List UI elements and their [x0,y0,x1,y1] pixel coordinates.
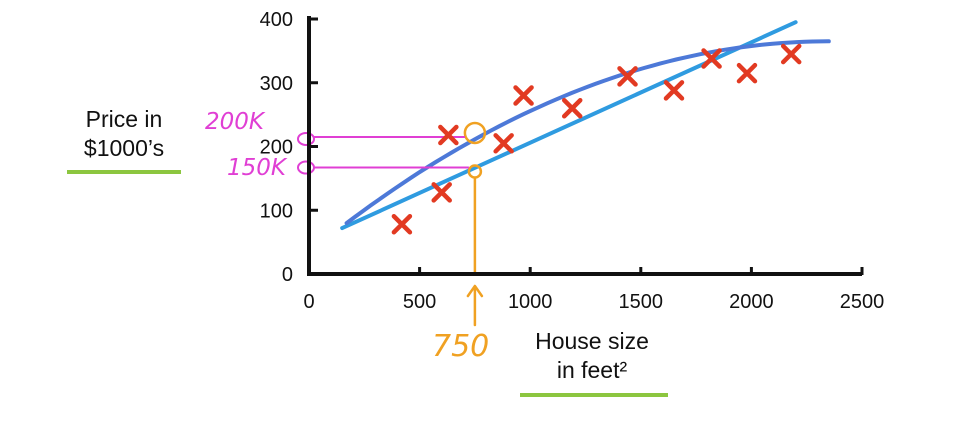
x-tick-label: 2000 [729,291,774,313]
data-point [617,66,638,87]
y-tick-label: 0 [282,264,293,286]
annotation-200k: 200K [205,109,266,135]
x-axis-title-line1: House size [535,328,649,354]
data-point [513,85,534,106]
x-axis-title-line2: in feet² [557,357,628,383]
x-tick-label: 1500 [619,291,664,313]
fit-lines [340,20,831,231]
y-tick-label: 200 [260,137,293,159]
x-tick-label: 0 [303,291,314,313]
annotation-750: 750 [432,329,489,364]
x-tick-label: 2500 [840,291,885,313]
y-axis-title-line2: $1000’s [84,135,164,161]
axis-ticks: 0 500 1000 1500 2000 2500 0 100 200 300 400 [260,9,885,313]
hand-annotations [297,121,487,327]
data-point [493,133,514,154]
data-point [561,98,583,119]
data-point [736,62,758,84]
query-arrow [466,284,484,327]
y-tick-label: 400 [260,9,293,31]
readout-mark-150k [297,160,315,175]
data-point [701,48,722,69]
data-point [391,214,413,235]
y-tick-label: 300 [260,73,293,95]
data-point [438,124,459,146]
y-tick-label: 100 [260,200,293,222]
linear-fit-line [340,20,798,231]
x-tick-label: 1000 [508,291,553,313]
data-points [391,43,802,235]
axes [307,16,862,276]
quadratic-fit-curve [344,39,831,226]
data-point [663,80,685,101]
y-axis-title-line1: Price in [86,106,163,132]
query-circle-quadratic [463,121,487,145]
data-point [431,182,452,203]
annotation-150k: 150K [227,155,288,181]
readout-mark-200k [297,131,315,146]
x-tick-label: 500 [403,291,436,313]
data-point [780,43,802,65]
